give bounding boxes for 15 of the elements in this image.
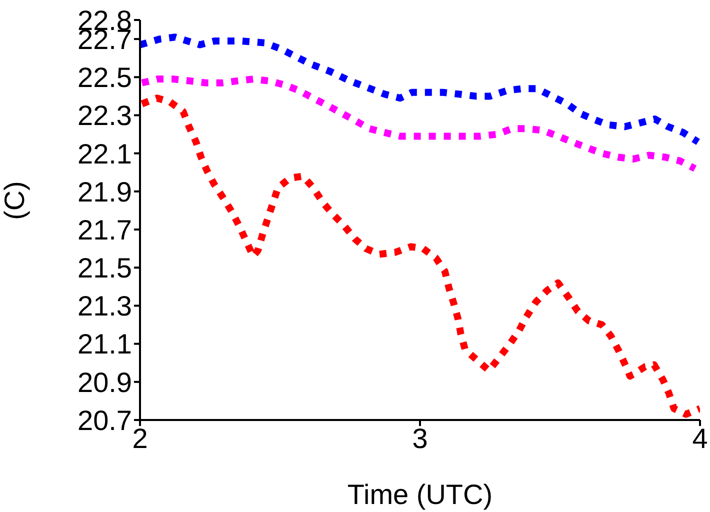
y-tick-label: 20.9 [78, 366, 132, 398]
x-tick-label: 2 [132, 422, 148, 454]
y-tick-label: 22.5 [78, 62, 132, 94]
y-tick-label: 21.3 [78, 290, 132, 322]
y-tick-label: 22.1 [78, 138, 132, 170]
x-axis-title: Time (UTC) [347, 479, 493, 510]
y-tick-label: 21.1 [78, 328, 132, 360]
y-tick-label: 22.3 [78, 100, 132, 132]
y-tick-label: 21.5 [78, 252, 132, 284]
y-tick-label: 21.9 [78, 176, 132, 208]
x-tick-label: 4 [692, 422, 708, 454]
y-tick-label: 20.7 [78, 404, 132, 436]
y-axis-title: (C) [0, 181, 30, 220]
x-tick-label: 3 [412, 422, 428, 454]
y-tick-label: 21.7 [78, 214, 132, 246]
